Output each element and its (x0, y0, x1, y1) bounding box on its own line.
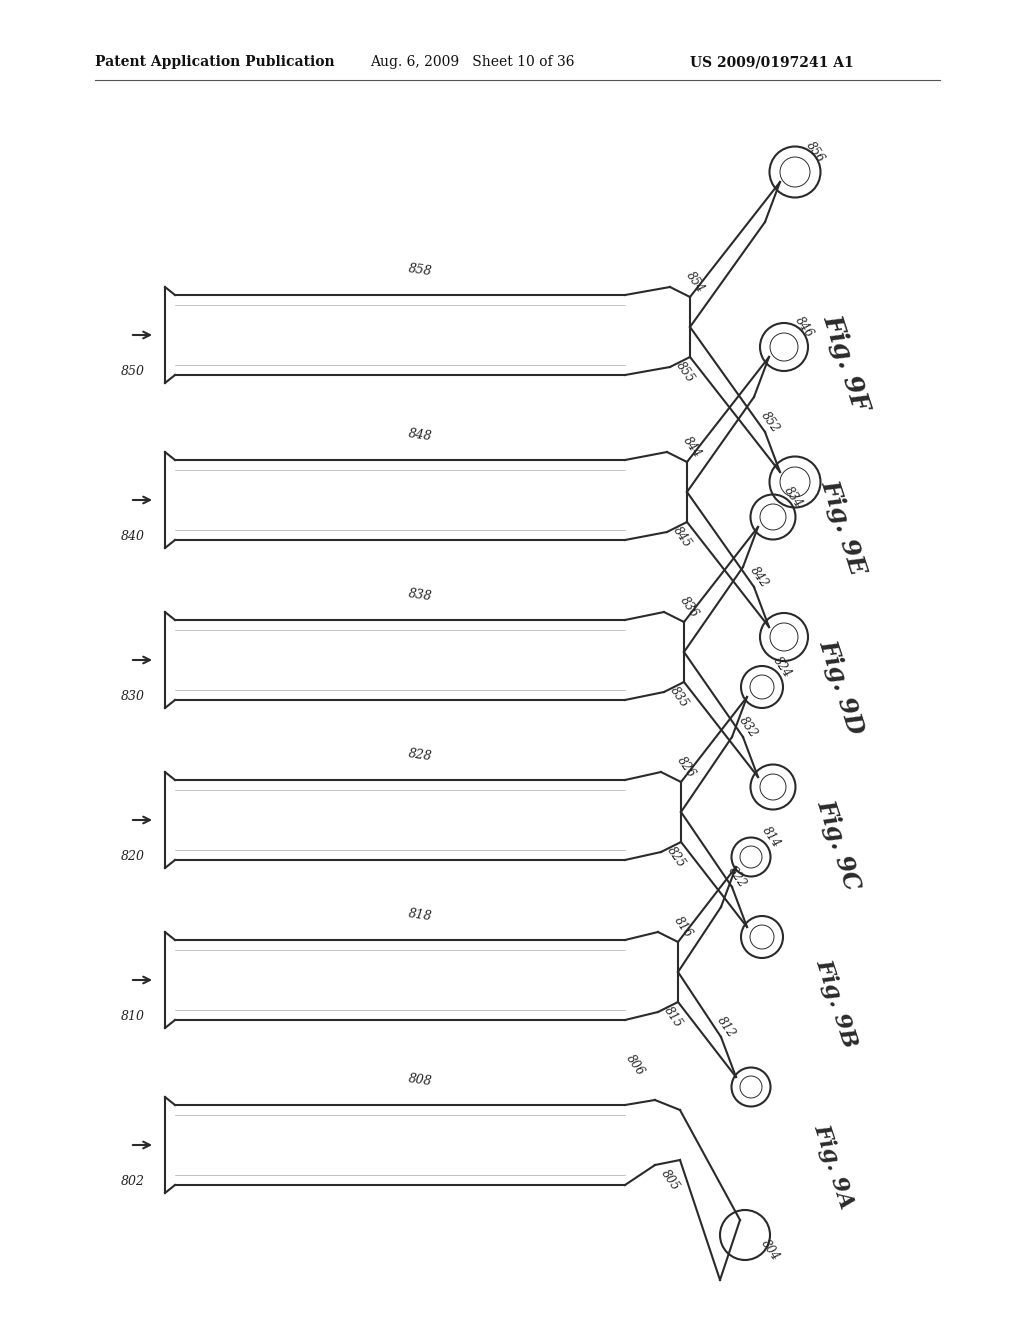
Text: Fig. 9A: Fig. 9A (810, 1122, 858, 1212)
Text: 802: 802 (121, 1175, 145, 1188)
Text: Fig. 9C: Fig. 9C (813, 796, 864, 894)
Text: 824: 824 (770, 653, 794, 680)
Text: 812: 812 (714, 1014, 737, 1040)
Text: Fig. 9F: Fig. 9F (818, 312, 872, 414)
Text: 838: 838 (408, 587, 433, 603)
Text: 840: 840 (121, 531, 145, 543)
Text: 826: 826 (674, 754, 697, 780)
Text: 855: 855 (673, 359, 696, 385)
Text: 816: 816 (671, 913, 694, 940)
Text: 836: 836 (677, 594, 700, 620)
Text: 834: 834 (781, 484, 805, 510)
Text: 844: 844 (680, 434, 703, 459)
Text: US 2009/0197241 A1: US 2009/0197241 A1 (690, 55, 854, 69)
Text: 852: 852 (758, 409, 781, 436)
Text: 856: 856 (803, 139, 826, 165)
Text: 814: 814 (759, 824, 782, 850)
Text: 850: 850 (121, 366, 145, 378)
Text: 815: 815 (662, 1005, 685, 1030)
Text: 805: 805 (658, 1167, 682, 1193)
Text: 858: 858 (408, 261, 433, 279)
Text: 845: 845 (671, 524, 694, 550)
Text: 830: 830 (121, 690, 145, 704)
Text: 842: 842 (748, 564, 771, 590)
Text: 822: 822 (725, 865, 749, 890)
Text: 848: 848 (408, 426, 433, 444)
Text: Fig. 9D: Fig. 9D (814, 636, 867, 738)
Text: Fig. 9E: Fig. 9E (816, 477, 870, 578)
Text: 806: 806 (624, 1052, 647, 1078)
Text: 808: 808 (408, 1072, 433, 1088)
Text: 820: 820 (121, 850, 145, 863)
Text: 818: 818 (408, 907, 433, 923)
Text: 832: 832 (736, 714, 760, 741)
Text: 846: 846 (793, 314, 816, 341)
Text: Patent Application Publication: Patent Application Publication (95, 55, 335, 69)
Text: 810: 810 (121, 1010, 145, 1023)
Text: 825: 825 (665, 843, 688, 870)
Text: 835: 835 (668, 684, 691, 710)
Text: 804: 804 (758, 1237, 781, 1263)
Text: Fig. 9B: Fig. 9B (812, 957, 861, 1051)
Text: Aug. 6, 2009   Sheet 10 of 36: Aug. 6, 2009 Sheet 10 of 36 (370, 55, 574, 69)
Text: 828: 828 (408, 747, 433, 763)
Text: 854: 854 (683, 269, 707, 294)
